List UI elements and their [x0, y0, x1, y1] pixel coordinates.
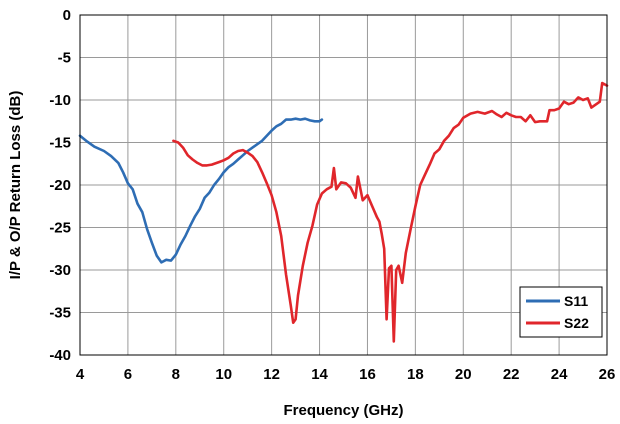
legend-label-s11: S11	[564, 293, 588, 309]
x-tick-label: 14	[311, 366, 328, 383]
y-tick-label: -40	[49, 347, 71, 364]
x-tick-label: 12	[263, 366, 280, 383]
y-tick-label: -10	[49, 92, 71, 109]
y-tick-label: 0	[63, 7, 71, 24]
x-tick-label: 22	[503, 366, 520, 383]
x-axis-title: Frequency (GHz)	[283, 402, 403, 419]
legend-box	[519, 286, 603, 338]
y-axis-title: I/P & O/P Return Loss (dB)	[7, 91, 24, 280]
x-tick-label: 24	[551, 366, 568, 383]
series-line-s22	[172, 81, 609, 343]
x-tick-label: 16	[359, 366, 376, 383]
tick-labels: 4 6 8 10 12 14 16 18 20 22 24 26 0 -5 -10 -15 -20 -25 -30 -…	[49, 7, 615, 383]
y-tick-label: -5	[58, 50, 71, 67]
y-tick-label: -20	[49, 177, 71, 194]
y-tick-label: -15	[49, 135, 71, 152]
y-tick-label: -35	[49, 305, 71, 322]
y-tick-label: -30	[49, 262, 71, 279]
x-tick-label: 4	[76, 366, 85, 383]
x-tick-label: 8	[172, 366, 180, 383]
plot-frame	[79, 14, 608, 356]
x-tick-label: 6	[124, 366, 132, 383]
series-line-s11	[78, 117, 324, 264]
y-tick-label: -25	[49, 220, 71, 237]
legend-label-s22: S22	[564, 315, 589, 331]
x-tick-label: 18	[407, 366, 424, 383]
x-tick-label: 10	[215, 366, 232, 383]
x-tick-label: 26	[599, 366, 616, 383]
series-group	[78, 81, 609, 343]
x-tick-label: 20	[455, 366, 472, 383]
